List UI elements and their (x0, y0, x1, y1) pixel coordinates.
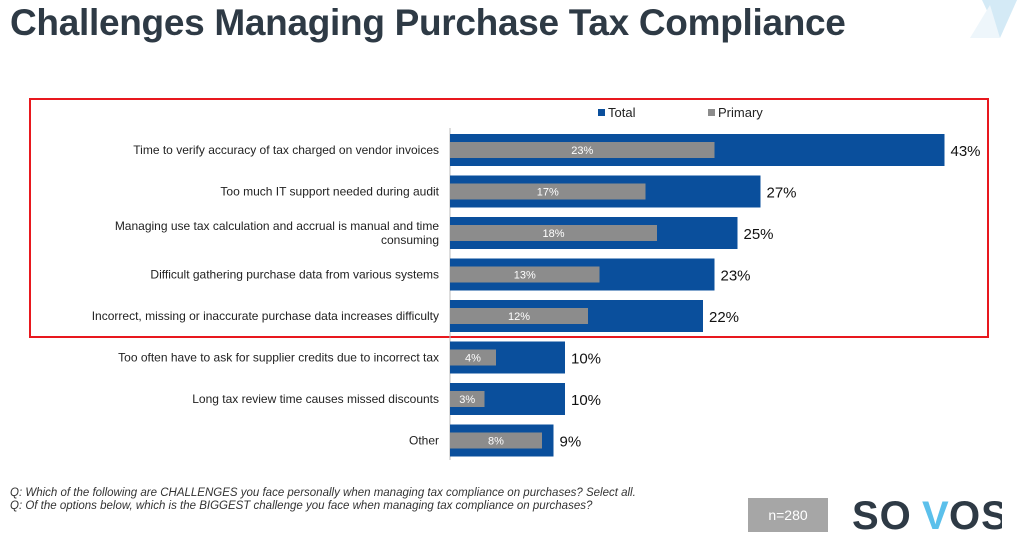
category-label: Too much IT support needed during audit (220, 185, 439, 199)
category-label: Incorrect, missing or inaccurate purchas… (92, 309, 439, 323)
bar-primary (450, 142, 715, 158)
highlight-box (29, 98, 989, 338)
data-label-total: 23% (721, 268, 751, 285)
data-label-total: 22% (709, 309, 739, 326)
bar-primary (450, 349, 496, 366)
question-1: Q: Which of the following are CHALLENGES… (10, 487, 636, 499)
legend-swatch-total (598, 109, 605, 116)
data-label-total: 10% (571, 392, 601, 409)
category-label: Difficult gathering purchase data from v… (150, 268, 439, 282)
legend-swatch-primary (708, 109, 715, 116)
question-2: Q: Of the options below, which is the BI… (10, 500, 593, 512)
category-label: Long tax review time causes missed disco… (192, 392, 439, 406)
sovos-logo: SO V OS (852, 494, 1002, 538)
data-label-total: 9% (560, 434, 582, 451)
category-label: Time to verify accuracy of tax charged o… (133, 143, 439, 157)
question-notes: Q: Which of the following are CHALLENGES… (10, 487, 660, 513)
data-label-primary: 18% (542, 228, 564, 240)
legend-label-primary: Primary (718, 105, 763, 120)
data-label-primary: 23% (571, 145, 593, 157)
data-label-primary: 8% (488, 436, 504, 448)
svg-text:V: V (922, 494, 949, 538)
bar-primary (450, 308, 588, 324)
data-label-primary: 13% (514, 270, 536, 282)
svg-text:SO: SO (852, 494, 912, 538)
data-label-total: 25% (744, 226, 774, 243)
page-title: Challenges Managing Purchase Tax Complia… (10, 2, 846, 43)
category-label: consuming (381, 233, 439, 247)
decorative-triangle-icon (970, 0, 1017, 38)
svg-text:OS: OS (949, 494, 1002, 538)
data-label-total: 43% (951, 143, 981, 160)
category-label: Managing use tax calculation and accrual… (115, 219, 440, 233)
bar-chart: Total Primary Time to verify accuracy of t… (92, 105, 981, 460)
data-label-primary: 12% (508, 311, 530, 323)
bar-primary (450, 225, 657, 241)
sample-size-badge: n=280 (748, 498, 828, 532)
data-label-primary: 3% (459, 394, 475, 406)
bar-primary (450, 432, 542, 449)
bar-primary (450, 183, 646, 200)
data-label-primary: 4% (465, 353, 481, 365)
bar-primary (450, 266, 600, 283)
data-label-primary: 17% (537, 187, 559, 199)
data-label-total: 10% (571, 351, 601, 368)
bar-primary (450, 391, 485, 407)
category-label: Too often have to ask for supplier credi… (118, 351, 439, 365)
data-label-total: 27% (767, 185, 797, 202)
category-label: Other (409, 434, 439, 448)
legend-label-total: Total (608, 105, 636, 120)
